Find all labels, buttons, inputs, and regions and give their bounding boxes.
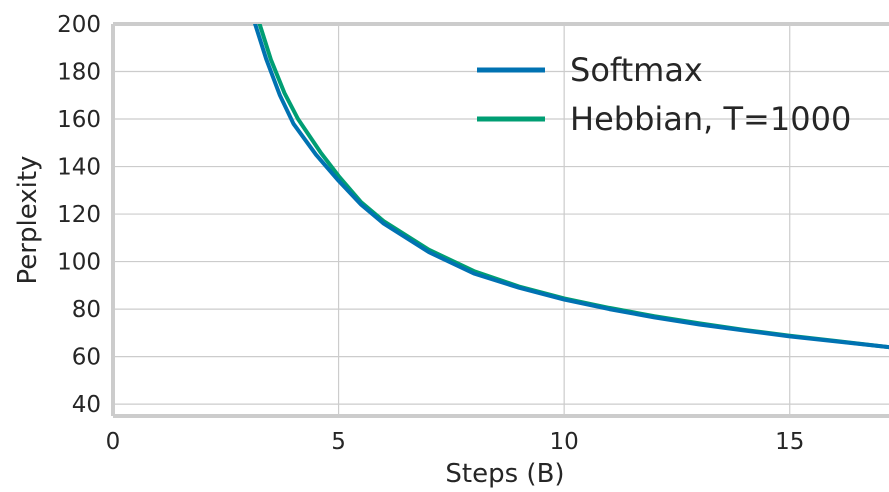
x-tick-label: 15 — [775, 429, 804, 455]
tick-labels: 0 5 10 15 40 60 80 100 120 140 160 180 200 — [57, 12, 804, 455]
y-tick-label: 120 — [57, 202, 101, 228]
grid — [112, 23, 889, 416]
x-tick-label: 10 — [550, 429, 579, 455]
y-tick-label: 200 — [57, 12, 101, 38]
y-tick-label: 160 — [57, 107, 101, 133]
y-tick-label: 180 — [57, 60, 101, 86]
legend-label-hebbian: Hebbian, T=1000 — [570, 100, 851, 138]
x-tick-label: 5 — [331, 429, 346, 455]
series-line-softmax — [253, 24, 889, 350]
y-tick-label: 140 — [57, 155, 101, 181]
y-axis-label: Perplexity — [13, 156, 43, 285]
legend: Softmax Hebbian, T=1000 — [477, 51, 851, 138]
y-tick-label: 40 — [72, 392, 101, 418]
plot-frame — [111, 22, 889, 418]
y-tick-label: 60 — [72, 345, 101, 371]
x-axis-label: Steps (B) — [445, 459, 564, 489]
y-tick-label: 80 — [72, 297, 101, 323]
legend-label-softmax: Softmax — [570, 51, 703, 89]
y-tick-label: 100 — [57, 250, 101, 276]
series-lines — [253, 24, 889, 350]
x-tick-label: 0 — [106, 429, 121, 455]
